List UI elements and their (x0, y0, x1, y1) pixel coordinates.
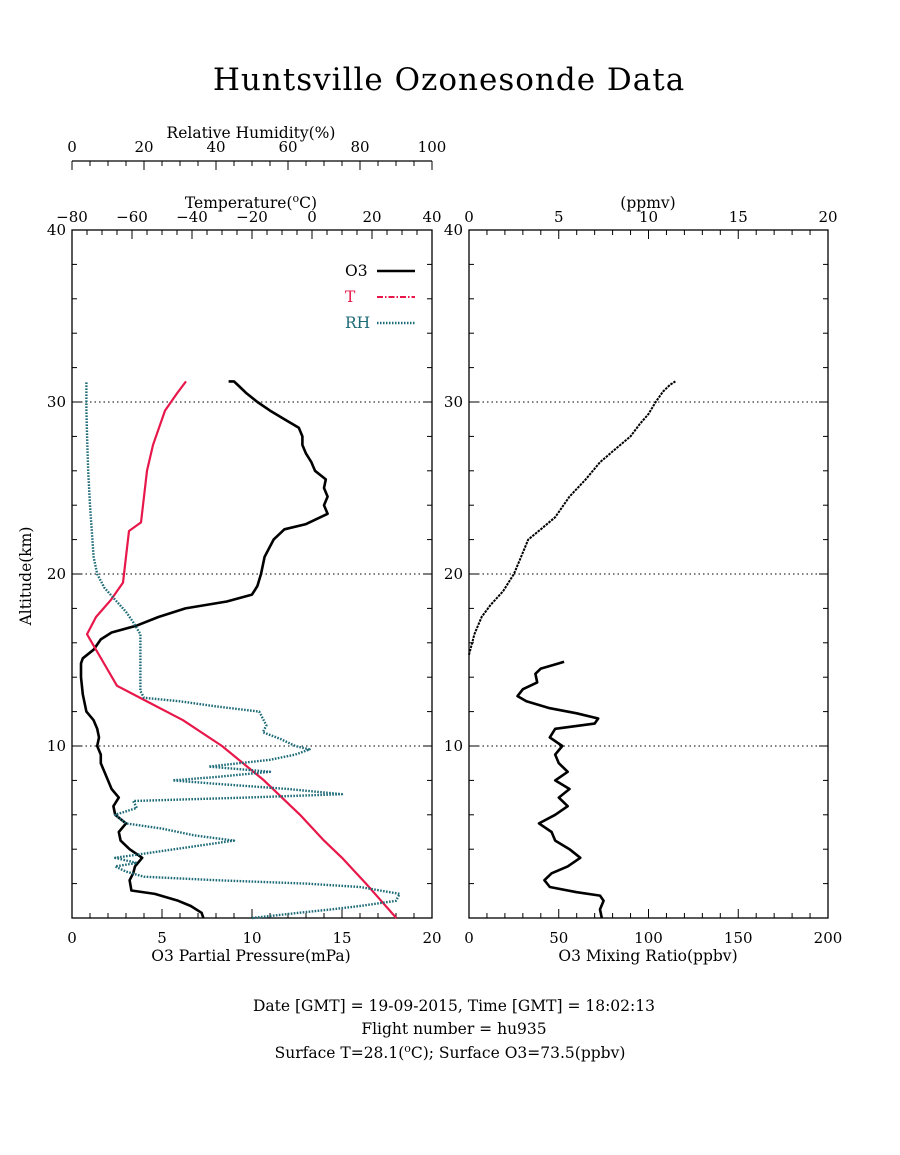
ppmv-x-tick-label-0: 0 (464, 208, 474, 226)
o3pp-x-tick-label-10: 10 (242, 929, 261, 947)
chart-title: Huntsville Ozonesonde Data (213, 62, 685, 98)
ppmv-x-tick-label-15: 15 (729, 208, 748, 226)
altitude-axis-label: Altitude(km) (17, 527, 35, 627)
o3pp-x-tick-label-15: 15 (332, 929, 351, 947)
rh-axis-label: Relative Humidity(%) (167, 124, 336, 142)
left-y-tick-label-10: 10 (47, 737, 66, 755)
rh-x-tick-label-20: 20 (134, 138, 153, 156)
legend-t-label: T (345, 288, 356, 306)
ppmv-x-tick-label-20: 20 (818, 208, 837, 226)
temp-x-tick-label-m60: −60 (116, 208, 148, 226)
ppmv-x-tick-label-10: 10 (639, 208, 658, 226)
rh-x-tick-label-0: 0 (67, 138, 77, 156)
o3pp-x-tick-label-5: 5 (157, 929, 167, 947)
ppbv-x-tick-label-100: 100 (634, 929, 663, 947)
left-y-tick-label-40: 40 (47, 221, 66, 239)
rh-x-tick-label-60: 60 (278, 138, 297, 156)
temp-x-tick-label-m20: −20 (236, 208, 268, 226)
ppmv-x-tick-label-5: 5 (554, 208, 564, 226)
legend-rh-label: RH (345, 314, 370, 332)
ppbv-x-tick-label-0: 0 (464, 929, 474, 947)
o3-partial-pressure-axis-label: O3 Partial Pressure(mPa) (151, 947, 350, 965)
right-y-tick-label-30: 30 (444, 393, 463, 411)
ppbv-x-tick-label-200: 200 (814, 929, 843, 947)
ppbv-x-tick-label-50: 50 (549, 929, 568, 947)
temp-x-tick-label-0: 0 (307, 208, 317, 226)
rh-x-tick-label-80: 80 (350, 138, 369, 156)
series-o3-mixing-ratio-ppmv-line (468, 380, 676, 656)
temp-x-tick-label-m80: −80 (56, 208, 88, 226)
right-y-tick-label-20: 20 (444, 565, 463, 583)
left-y-tick-label-20: 20 (47, 565, 66, 583)
series-rh-line (85, 381, 401, 920)
rh-x-tick-label-40: 40 (206, 138, 225, 156)
o3pp-x-tick-label-20: 20 (422, 929, 441, 947)
series-t-line (85, 380, 398, 919)
ppmv-axis-label: (ppmv) (620, 194, 675, 212)
right-y-tick-label-10: 10 (444, 737, 463, 755)
o3-mixing-ratio-axis-label: O3 Mixing Ratio(ppbv) (558, 947, 737, 965)
series-o3-line (79, 380, 329, 919)
legend-o3-label: O3 (345, 262, 368, 280)
footer-date-time: Date [GMT] = 19-09-2015, Time [GMT] = 18… (253, 997, 655, 1015)
temperature-axis-label: Temperature(oC) (185, 192, 317, 212)
ppbv-x-tick-label-150: 150 (724, 929, 753, 947)
temp-x-tick-label-20: 20 (362, 208, 381, 226)
temp-x-tick-label-40: 40 (422, 208, 441, 226)
right-plot-frame (468, 229, 829, 919)
temp-x-tick-label-m40: −40 (176, 208, 208, 226)
rh-x-tick-label-100: 100 (418, 138, 447, 156)
left-y-tick-label-30: 30 (47, 393, 66, 411)
footer-flight-number: Flight number = hu935 (361, 1020, 546, 1038)
series-o3-mixing-ratio-ppbv-line (516, 660, 605, 919)
o3pp-x-tick-label-0: 0 (67, 929, 77, 947)
right-y-tick-label-40: 40 (444, 221, 463, 239)
footer-surface-values: Surface T=28.1(oC); Surface O3=73.5(ppbv… (275, 1042, 626, 1062)
